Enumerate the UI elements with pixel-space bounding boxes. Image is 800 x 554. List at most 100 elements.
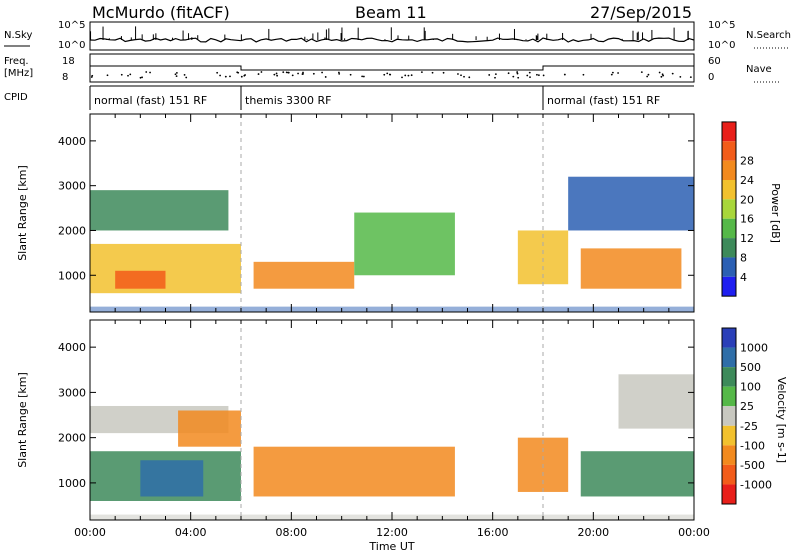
nave-dot bbox=[127, 74, 129, 77]
nave-dot bbox=[407, 74, 410, 77]
x-tick-labels: 00:00 04:00 08:00 12:00 16:00 20:00 00:00 bbox=[74, 526, 710, 539]
nave-dot bbox=[183, 73, 186, 76]
x-tick-label: 04:00 bbox=[175, 526, 207, 539]
x-axis-label: Time UT bbox=[368, 540, 414, 553]
nave-dot bbox=[516, 71, 519, 73]
nave-dot bbox=[282, 71, 285, 74]
colorbar-segment bbox=[722, 257, 736, 277]
freq-trace bbox=[90, 65, 694, 71]
nsky-label: N.Sky bbox=[4, 30, 32, 41]
data-region bbox=[253, 446, 455, 497]
data-region bbox=[354, 212, 455, 276]
data-region bbox=[115, 270, 166, 289]
colorbar-segment bbox=[722, 328, 736, 348]
nave-dot bbox=[526, 74, 529, 77]
data-region bbox=[580, 451, 694, 497]
nave-dot bbox=[185, 76, 188, 79]
nave-dot bbox=[516, 72, 519, 75]
nave-dot bbox=[240, 75, 243, 78]
cpid-segment-label: normal (fast) 151 RF bbox=[547, 94, 660, 107]
colorbar-tick-label: 1000 bbox=[740, 342, 768, 355]
x-tick-label: 00:00 bbox=[678, 526, 710, 539]
nave-dot bbox=[488, 74, 491, 76]
nave-dot bbox=[338, 72, 341, 75]
nsearch-tick-low: 10^0 bbox=[708, 40, 735, 51]
nave-dot bbox=[404, 74, 407, 77]
velocity-ylabel: Slant Range [km] bbox=[16, 372, 29, 468]
freq-label: Freq. bbox=[4, 56, 29, 67]
nave-dot bbox=[647, 73, 650, 76]
y-tick-label: 3000 bbox=[58, 386, 86, 399]
data-region bbox=[580, 248, 682, 289]
nave-dot bbox=[528, 71, 531, 74]
nave-dot bbox=[297, 72, 299, 75]
freq-tick-low: 8 bbox=[62, 72, 68, 83]
cpid-label: CPID bbox=[4, 92, 28, 103]
velocity-axes: 1000 2000 3000 4000 bbox=[58, 320, 695, 520]
power-panel: 1000 2000 3000 4000 Slant Range [km] 4 8 12 16… bbox=[16, 113, 782, 313]
nave-dot bbox=[537, 74, 540, 77]
y-tick-label: 2000 bbox=[58, 432, 86, 445]
freq-panel bbox=[89, 53, 695, 83]
y-tick-label: 1000 bbox=[58, 477, 86, 490]
nave-dot bbox=[287, 71, 290, 74]
nave-dot bbox=[457, 73, 459, 75]
nave-dot bbox=[90, 76, 93, 78]
nave-dot bbox=[175, 75, 178, 77]
power-ylabel: Slant Range [km] bbox=[16, 165, 29, 261]
freq-tick-high: 18 bbox=[62, 56, 75, 67]
nave-dot bbox=[324, 76, 327, 78]
colorbar-segment bbox=[722, 121, 736, 142]
x-tick-label: 16:00 bbox=[477, 526, 509, 539]
freq-unit-label: [MHz] bbox=[4, 68, 33, 79]
nave-dot bbox=[671, 72, 674, 75]
data-region bbox=[178, 410, 241, 447]
nave-dot bbox=[420, 71, 423, 74]
nave-tick-low: 0 bbox=[708, 72, 714, 83]
nave-dot bbox=[243, 74, 246, 77]
nave-dot bbox=[536, 73, 538, 76]
nave-dot bbox=[106, 74, 109, 77]
y-tick-label: 3000 bbox=[58, 180, 86, 193]
colorbar-segment bbox=[722, 199, 736, 219]
nsearch-tick-high: 10^5 bbox=[708, 20, 735, 31]
nave-dot bbox=[507, 72, 510, 75]
nave-dot bbox=[120, 73, 123, 76]
nave-dot bbox=[582, 73, 585, 76]
nave-dot bbox=[338, 71, 340, 74]
nave-dot bbox=[662, 74, 665, 77]
nsky-trace bbox=[89, 37, 695, 43]
colorbar-segment bbox=[722, 141, 736, 161]
nave-dot bbox=[312, 72, 315, 75]
x-tick-label: 08:00 bbox=[275, 526, 307, 539]
nave-dot bbox=[383, 73, 386, 76]
nave-dot bbox=[237, 71, 240, 74]
cpid-row: normal (fast) 151 RF themis 3300 RF normal… bbox=[89, 86, 660, 110]
nave-dot bbox=[321, 71, 323, 74]
colorbar-frame bbox=[721, 327, 737, 505]
power-colorbar: 4 8 12 16 20 24 28 bbox=[721, 121, 754, 297]
nave-dot bbox=[349, 73, 352, 76]
y-tick-label: 4000 bbox=[58, 135, 86, 148]
nave-dot bbox=[689, 76, 692, 78]
colorbar-segment bbox=[722, 425, 736, 446]
nave-dot bbox=[494, 76, 496, 79]
nave-dot bbox=[463, 75, 465, 78]
colorbar-tick-label: 500 bbox=[740, 361, 761, 374]
nave-dot bbox=[260, 71, 263, 73]
nave-dot bbox=[610, 73, 613, 76]
velocity-colorbar-label: Velocity [m s-1] bbox=[775, 377, 788, 463]
nave-dot bbox=[149, 71, 151, 74]
colorbar-tick-label: 20 bbox=[740, 193, 754, 206]
nave-dot bbox=[529, 76, 531, 79]
nave-dot bbox=[389, 73, 392, 76]
colorbar-segment bbox=[722, 484, 736, 504]
cpid-segment-label: themis 3300 RF bbox=[245, 94, 332, 107]
colorbar-tick-label: 16 bbox=[740, 213, 754, 226]
colorbar-tick-label: -25 bbox=[740, 420, 758, 433]
colorbar-tick-label: -1000 bbox=[740, 478, 772, 491]
nave-dot bbox=[431, 71, 434, 74]
nave-dot bbox=[410, 74, 413, 77]
nsky-traces bbox=[89, 26, 695, 43]
y-tick-label: 2000 bbox=[58, 224, 86, 237]
